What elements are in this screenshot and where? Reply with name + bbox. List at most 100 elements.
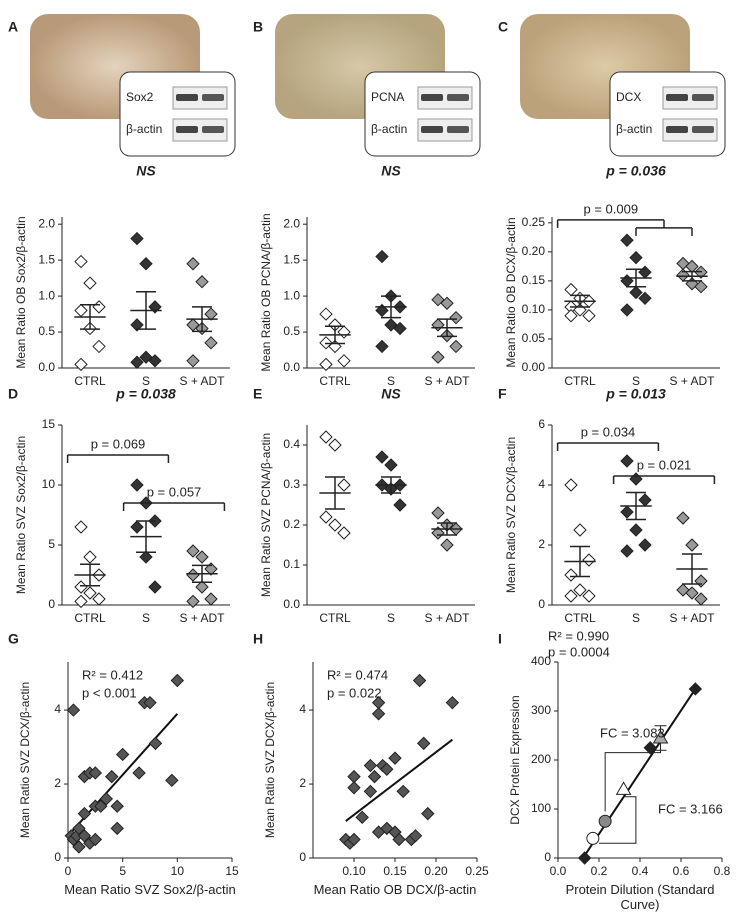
sem-bar xyxy=(192,306,212,333)
x-tick-label: 0.8 xyxy=(714,864,731,878)
y-tick-label: 0.00 xyxy=(522,360,546,374)
y-axis-label: Mean Ratio OB DCX/β-actin xyxy=(504,217,518,367)
x-tick-label: S + ADT xyxy=(179,611,225,625)
bracket xyxy=(66,454,170,463)
blot-label: Sox2 xyxy=(126,90,154,104)
point xyxy=(371,707,386,721)
point xyxy=(440,538,454,552)
panel-letter: B xyxy=(253,19,263,35)
blot-band xyxy=(421,94,443,101)
x-tick-label: 0.0 xyxy=(550,864,567,878)
point xyxy=(638,538,652,552)
point xyxy=(685,538,699,552)
point xyxy=(74,580,88,594)
panel-letter: D xyxy=(8,386,18,402)
x-axis-label-box: Mean Ratio SVZ Sox2/β-actin xyxy=(64,882,236,897)
point xyxy=(130,478,144,492)
y-tick-label: 1.5 xyxy=(38,252,55,266)
sem-bar xyxy=(682,553,702,585)
point xyxy=(676,511,690,525)
point xyxy=(72,821,86,836)
x-tick-label: 15 xyxy=(225,864,239,878)
y-tick-label: 0.5 xyxy=(38,324,55,338)
y-tick-label: 2 xyxy=(299,776,306,790)
annotation: R² = 0.990 xyxy=(548,628,609,643)
point xyxy=(367,769,382,784)
point xyxy=(347,781,361,795)
point xyxy=(445,695,460,710)
point xyxy=(431,318,445,332)
point xyxy=(337,354,351,368)
annotation: FC = 3.083 xyxy=(600,725,665,740)
annotation: FC = 3.166 xyxy=(658,801,723,816)
y-tick-label: 2 xyxy=(538,537,545,551)
y-tick-label: 0.5 xyxy=(283,324,300,338)
point xyxy=(615,781,632,795)
point xyxy=(380,762,394,776)
y-tick-label: 4 xyxy=(299,702,306,716)
x-tick-label: 0.10 xyxy=(342,864,366,878)
sem-bar xyxy=(682,270,702,282)
x-tick-label: S xyxy=(142,611,150,625)
y-axis-label: Mean Ratio SVZ DCX/β-actin xyxy=(18,682,32,838)
point xyxy=(130,231,144,246)
point xyxy=(396,784,410,799)
point xyxy=(388,751,402,765)
point xyxy=(139,257,153,271)
x-axis-label: Mean Ratio SVZ Sox2/β-actin xyxy=(64,882,236,897)
y-tick-label: 15 xyxy=(42,417,56,431)
point xyxy=(652,729,669,744)
point xyxy=(186,594,200,609)
sem-bar xyxy=(381,476,401,494)
x-tick-label: 10 xyxy=(171,864,185,878)
blot-band xyxy=(176,94,198,101)
point xyxy=(74,303,88,318)
point xyxy=(130,355,144,369)
bracket-label: p = 0.057 xyxy=(147,484,202,499)
point xyxy=(384,458,398,472)
point xyxy=(115,747,130,762)
point xyxy=(186,257,200,271)
y-tick-label: 400 xyxy=(531,654,551,668)
point xyxy=(195,580,209,594)
blot-band-box xyxy=(662,118,718,142)
point xyxy=(582,553,596,567)
point xyxy=(393,498,407,512)
point xyxy=(412,673,427,688)
point xyxy=(629,250,643,265)
point xyxy=(685,586,699,600)
point xyxy=(139,550,153,564)
y-axis-label: DCX Protein Expression xyxy=(508,695,522,824)
point xyxy=(629,285,643,300)
point xyxy=(638,493,652,507)
sem-bar xyxy=(626,491,646,521)
point xyxy=(74,594,88,609)
point xyxy=(74,357,88,372)
point xyxy=(347,832,361,847)
point xyxy=(110,821,124,836)
point xyxy=(564,282,578,297)
point xyxy=(694,279,708,294)
point xyxy=(77,806,92,821)
y-tick-label: 0 xyxy=(299,850,306,864)
y-tick-label: 10 xyxy=(42,477,56,491)
blot-band xyxy=(666,94,688,101)
sem-bar xyxy=(80,563,100,587)
x-tick-label: S xyxy=(632,374,640,388)
point xyxy=(564,568,578,582)
point xyxy=(204,336,218,350)
x-tick-label: S xyxy=(387,611,395,625)
x-axis-label: Mean Ratio OB DCX/β-actin xyxy=(313,882,477,897)
blot-band xyxy=(447,94,469,101)
blot-label: PCNA xyxy=(371,90,404,104)
point xyxy=(319,307,333,321)
sem-bar xyxy=(136,520,156,553)
point xyxy=(449,310,463,325)
point xyxy=(74,520,88,534)
panel-letter: F xyxy=(498,386,507,402)
point xyxy=(165,773,179,788)
point xyxy=(204,592,218,606)
blot-band xyxy=(176,126,198,133)
y-tick-label: 300 xyxy=(531,703,551,717)
point xyxy=(688,682,703,696)
